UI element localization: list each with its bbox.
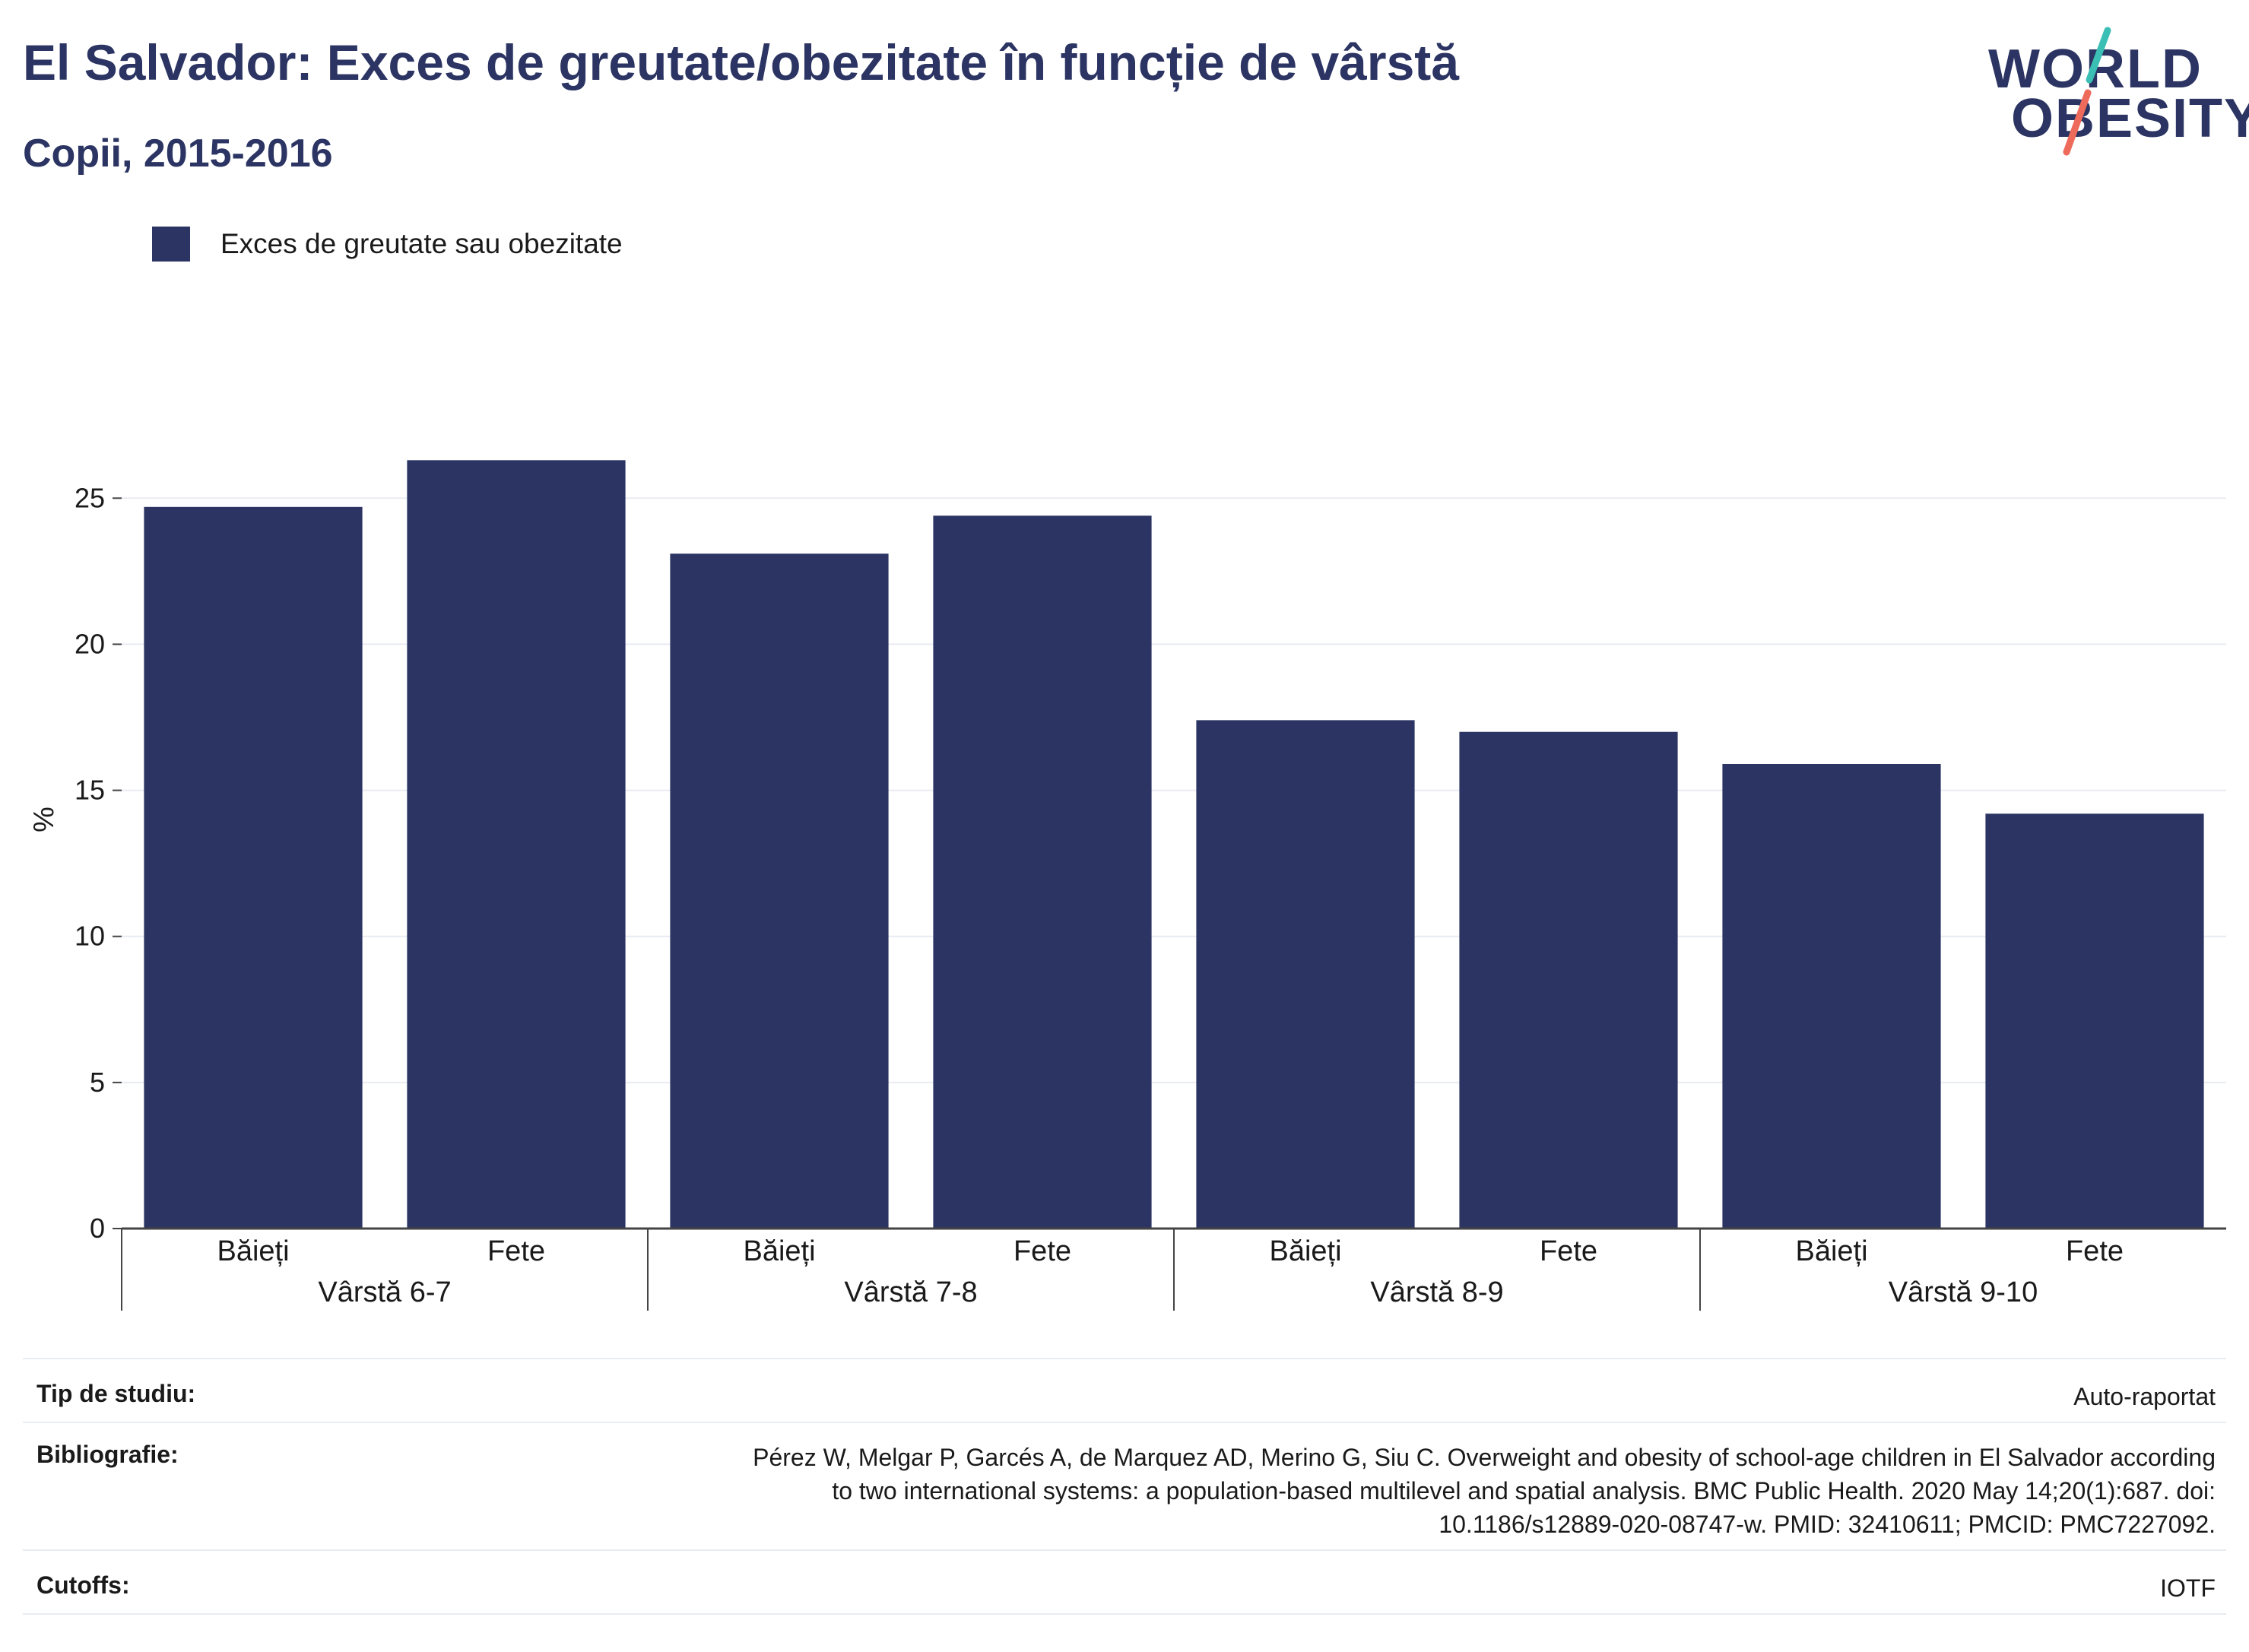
y-tick-label: 20 — [75, 628, 105, 659]
bar — [144, 506, 363, 1229]
group-label: Vârstă 6-7 — [318, 1276, 451, 1308]
cutoffs-value: IOTF — [2160, 1574, 2216, 1602]
info-row-bibliography: Bibliografie: Pérez W, Melgar P, Garcés … — [36, 1441, 2216, 1547]
study-type-value: Auto-raportat — [2073, 1383, 2216, 1410]
legend-label: Exces de greutate sau obezitate — [220, 228, 623, 259]
bar — [1196, 720, 1415, 1229]
y-tick-label: 25 — [75, 482, 105, 513]
y-tick-label: 15 — [75, 775, 105, 806]
info-divider — [23, 1422, 2226, 1423]
x-tick-label: Băieți — [217, 1235, 289, 1267]
group-label: Vârstă 8-9 — [1370, 1276, 1503, 1308]
bar — [670, 553, 889, 1229]
group-label: Vârstă 7-8 — [844, 1276, 977, 1308]
legend-swatch — [152, 227, 190, 262]
bibliography-line: 10.1186/s12889-020-08747-w. PMID: 324106… — [1439, 1511, 2216, 1538]
bar — [1985, 813, 2204, 1229]
bibliography-line: Pérez W, Melgar P, Garcés A, de Marquez … — [753, 1444, 2216, 1471]
y-tick-label: 10 — [75, 921, 105, 952]
x-tick-label: Băieți — [743, 1235, 815, 1267]
x-tick-label: Fete — [1013, 1235, 1071, 1267]
info-divider — [23, 1358, 2226, 1359]
info-row-study-type: Tip de studiu: Auto-raportat — [36, 1380, 2216, 1418]
chart-subtitle: Copii, 2015-2016 — [23, 132, 333, 176]
x-tick-label: Fete — [2066, 1235, 2124, 1267]
y-axis-label: % — [28, 807, 60, 832]
world-obesity-logo: WORLD OBESITY — [1977, 23, 2249, 160]
chart-legend: Exces de greutate sau obezitate — [152, 224, 623, 264]
bar — [1722, 763, 1941, 1229]
cutoffs-label: Cutoffs: — [36, 1571, 130, 1599]
study-type-label: Tip de studiu: — [36, 1380, 196, 1407]
y-tick-label: 0 — [90, 1213, 105, 1244]
bibliography-value: Pérez W, Melgar P, Garcés A, de Marquez … — [753, 1441, 2216, 1541]
x-tick-label: Băieți — [1269, 1235, 1341, 1267]
bar — [933, 515, 1152, 1229]
bar-chart: 0 5 10 15 20 25% Băieți Fete Băieți Fete Băieți Fet… — [28, 460, 2226, 1311]
x-tick-label: Fete — [487, 1235, 545, 1267]
bar — [407, 460, 626, 1229]
logo-word-obesity: OBESITY — [2011, 88, 2249, 149]
logo-slash-icon — [2063, 27, 2111, 156]
bibliography-line: to two international systems: a populati… — [832, 1477, 2216, 1505]
info-divider — [23, 1613, 2226, 1615]
bibliography-label: Bibliografie: — [36, 1441, 179, 1468]
group-label: Vârstă 9-10 — [1889, 1276, 2038, 1308]
y-tick-label: 5 — [90, 1067, 105, 1098]
chart-title: El Salvador: Exces de greutate/obezitate… — [23, 34, 1459, 90]
info-divider — [23, 1549, 2226, 1551]
x-tick-label: Băieți — [1795, 1235, 1867, 1267]
info-row-cutoffs: Cutoffs: IOTF — [36, 1571, 2216, 1609]
x-tick-label: Fete — [1540, 1235, 1597, 1267]
bar — [1459, 731, 1678, 1229]
